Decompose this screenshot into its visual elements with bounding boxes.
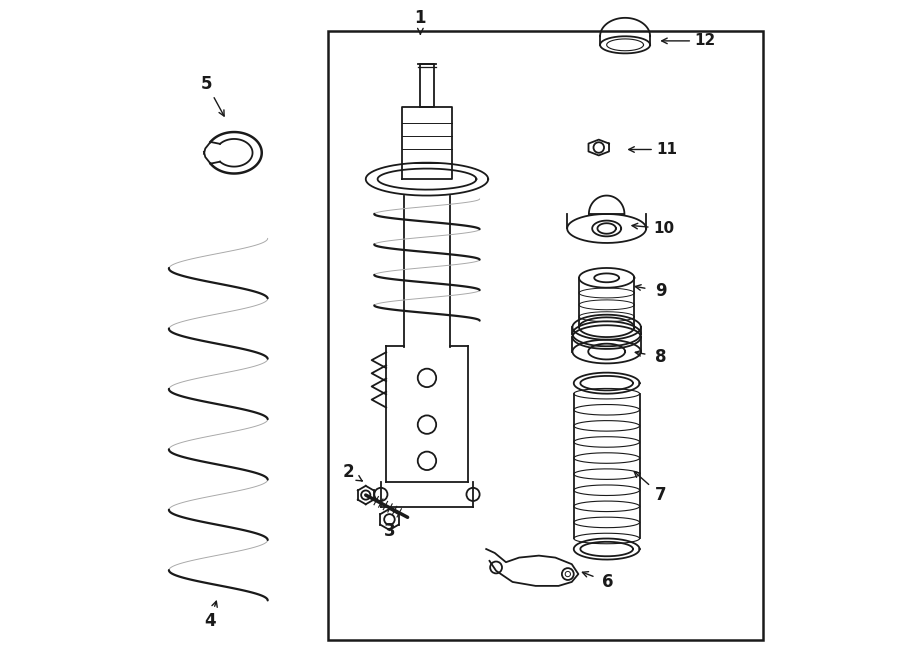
Text: 4: 4 [204, 613, 216, 631]
Text: 3: 3 [383, 522, 395, 540]
Text: 9: 9 [655, 282, 666, 300]
Text: 8: 8 [655, 348, 666, 366]
Text: 10: 10 [653, 221, 674, 236]
Text: 12: 12 [695, 34, 716, 48]
Text: 11: 11 [657, 142, 678, 157]
Text: 5: 5 [201, 75, 212, 93]
Text: 7: 7 [655, 486, 666, 504]
Text: 6: 6 [602, 573, 614, 591]
Text: 1: 1 [415, 9, 426, 27]
Text: 2: 2 [342, 463, 354, 481]
